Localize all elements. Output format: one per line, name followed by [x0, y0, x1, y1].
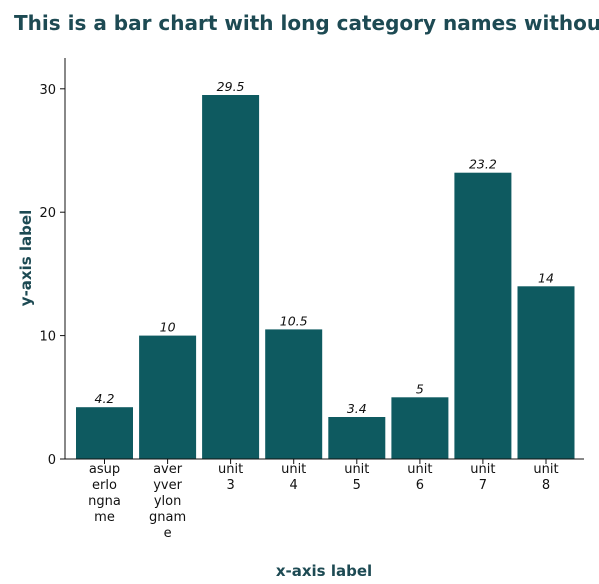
bar: [76, 407, 133, 459]
x-tick-label-line: gnam: [149, 510, 186, 525]
y-tick-label: 20: [39, 206, 56, 221]
bar: [391, 397, 449, 459]
bar-value-label: 10: [160, 320, 176, 335]
y-tick-label: 10: [39, 330, 56, 345]
bar-value-label: 14: [538, 270, 554, 285]
x-tick-label: unit 4: [281, 462, 306, 493]
bar: [454, 172, 512, 459]
x-axis-title: x-axis label: [276, 562, 372, 580]
x-tick-label-line: 4: [290, 478, 298, 493]
x-tick-label: unit 7: [470, 462, 495, 493]
bars-layer: [76, 95, 575, 459]
bar: [202, 95, 260, 459]
bar-value-label: 5: [416, 381, 424, 396]
x-tick-label-line: unit: [344, 462, 369, 477]
chart-title: This is a bar chart with long category n…: [14, 11, 599, 35]
data-labels-layer: 4.2 10 29.5 10.5 3.4 5 23.2 14: [95, 79, 554, 416]
x-tick-label-line: unit: [281, 462, 306, 477]
x-tick-label: unit 6: [407, 462, 432, 493]
x-tick-label: asup erlo ngna me: [88, 462, 121, 525]
x-tick-label-line: ylon: [154, 494, 182, 509]
bar-value-label: 4.2: [95, 391, 115, 406]
bar-value-label: 29.5: [217, 79, 245, 94]
bar-value-label: 3.4: [347, 401, 367, 416]
x-tick-label-line: unit: [407, 462, 432, 477]
x-tick-label-line: ngna: [88, 494, 121, 509]
x-tick-label: unit 8: [533, 462, 558, 493]
x-tick-label-line: yver: [153, 478, 182, 493]
x-tick-label-line: 5: [353, 478, 361, 493]
bar: [517, 286, 575, 459]
x-tick-label-line: unit: [218, 462, 243, 477]
x-tick-label: aver yver ylon gnam e: [149, 462, 186, 541]
bar: [139, 335, 197, 459]
bar: [328, 417, 386, 459]
x-tick-label-line: e: [164, 526, 172, 541]
x-tick-label-line: me: [94, 510, 115, 525]
y-ticks-layer: 0 10 20 30: [39, 83, 65, 468]
x-tick-label-line: 3: [226, 478, 234, 493]
x-tick-label-line: 7: [479, 478, 487, 493]
x-tick-label-line: erlo: [92, 478, 117, 493]
x-tick-label-line: 8: [542, 478, 550, 493]
y-tick-label: 0: [48, 453, 56, 468]
x-tick-label-line: asup: [89, 462, 120, 477]
bar: [265, 329, 323, 459]
bar-value-label: 10.5: [280, 313, 308, 328]
y-tick-label: 30: [39, 83, 56, 98]
x-tick-label-line: unit: [470, 462, 495, 477]
x-tick-label-line: unit: [533, 462, 558, 477]
x-tick-label: unit 3: [218, 462, 243, 493]
y-axis-title: y-axis label: [17, 210, 35, 306]
bar-value-label: 23.2: [469, 157, 497, 172]
x-tick-label-line: aver: [153, 462, 183, 477]
x-tick-label: unit 5: [344, 462, 369, 493]
x-tick-label-line: 6: [416, 478, 424, 493]
